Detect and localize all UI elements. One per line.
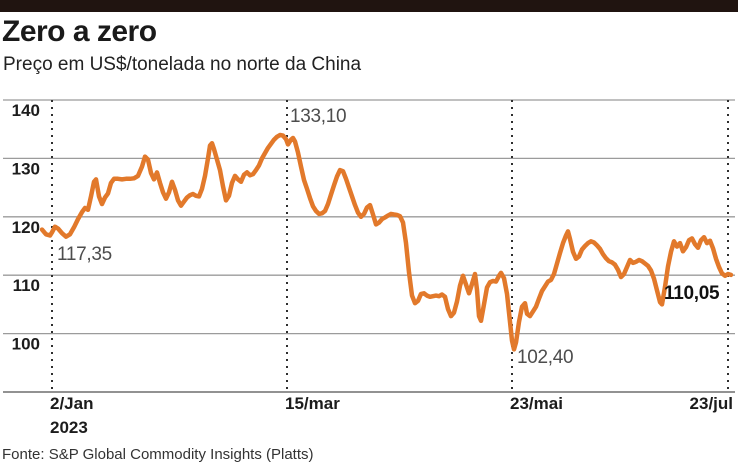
x-tick-label: 23/mai xyxy=(510,394,563,413)
price-line xyxy=(39,132,734,352)
x-tick-label: 2/Jan xyxy=(50,394,93,413)
x-tick-label: 23/jul xyxy=(690,394,733,413)
value-annotation: 117,35 xyxy=(57,244,112,265)
x-tick-label: 15/mar xyxy=(285,394,340,413)
y-tick-label: 120 xyxy=(12,218,40,237)
source-note: Fonte: S&P Global Commodity Insights (Pl… xyxy=(2,446,314,463)
chart-title: Zero a zero xyxy=(2,15,157,48)
value-annotation: 110,05 xyxy=(664,283,720,304)
top-rule-bar xyxy=(0,0,738,12)
y-tick-label: 110 xyxy=(13,276,40,295)
y-tick-label: 130 xyxy=(12,159,40,178)
value-annotation: 133,10 xyxy=(290,106,346,127)
y-tick-label: 100 xyxy=(12,335,40,354)
y-tick-label: 140 xyxy=(12,101,40,120)
chart-subtitle: Preço em US$/tonelada no norte da China xyxy=(3,54,362,75)
value-annotation: 102,40 xyxy=(517,347,573,368)
x-tick-sublabel: 2023 xyxy=(50,418,88,437)
